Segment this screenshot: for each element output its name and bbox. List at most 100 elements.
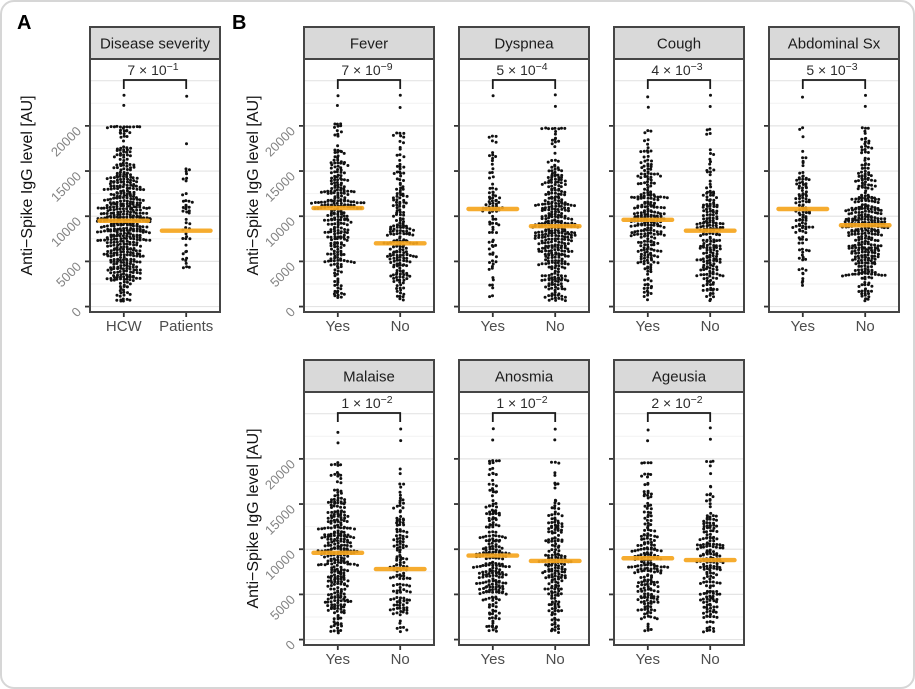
plot-background xyxy=(769,59,899,312)
p-value-label: 7 × 10−1 xyxy=(127,61,178,78)
median-line-yes xyxy=(311,205,365,211)
y-tick-label: 15000 xyxy=(48,169,84,205)
x-category-label: No xyxy=(701,651,720,668)
plot-background xyxy=(459,392,589,645)
x-category-label: No xyxy=(391,318,410,335)
panel-a-label: A xyxy=(17,12,32,34)
x-category-label: No xyxy=(391,651,410,668)
y-tick-label: 0 xyxy=(68,304,84,320)
beeswarm-points-patients xyxy=(181,94,194,270)
median-line-no xyxy=(838,223,892,228)
median-line-no xyxy=(528,558,582,564)
plot-background xyxy=(304,392,434,645)
x-category-label: No xyxy=(856,318,875,335)
significance-bracket xyxy=(491,412,557,422)
plot-frame xyxy=(613,391,745,646)
y-tick-label: 5000 xyxy=(267,592,298,623)
significance-bracket xyxy=(336,412,402,422)
p-value-label: 4 × 10−3 xyxy=(651,61,702,78)
x-category-label: Yes xyxy=(481,318,505,335)
panel-fever: Yes No 7 × 10−9 0 5000 10000 15000 20000Anti−Sp… xyxy=(245,26,435,335)
p-value-label: 2 × 10−2 xyxy=(651,394,702,411)
x-category-label: Yes xyxy=(326,651,350,668)
p-value-label: 5 × 10−3 xyxy=(806,61,857,78)
panel-title: Ageusia xyxy=(652,369,707,386)
beeswarm-points-yes xyxy=(481,94,504,299)
x-category-label: No xyxy=(546,318,565,335)
y-tick-label: 0 xyxy=(282,304,298,320)
panel-header xyxy=(303,26,435,60)
y-tick-label: 10000 xyxy=(48,214,84,250)
p-value-label: 1 × 10−2 xyxy=(341,394,392,411)
x-category-label: Yes xyxy=(636,651,660,668)
significance-bracket xyxy=(801,79,867,89)
median-line-yes xyxy=(466,553,520,558)
panel-disease-severity: HCW Patients 7 × 10−1 0 5000 10000 15000 20000 A… xyxy=(19,26,221,335)
panel-header xyxy=(458,359,590,393)
panel-b-label: B xyxy=(232,12,247,34)
beeswarm-points-no xyxy=(695,93,725,303)
plot-background xyxy=(304,59,434,312)
median-line-no xyxy=(683,557,737,563)
panel-anosmia: Yes No 1 × 10−2 Anosmia xyxy=(454,359,590,668)
median-line-hcw xyxy=(97,218,151,223)
plot-background xyxy=(614,59,744,312)
panel-title: Abdominal Sx xyxy=(788,36,881,53)
x-category-label: Patients xyxy=(159,318,213,335)
y-tick-label: 5000 xyxy=(267,259,298,290)
panel-title: Malaise xyxy=(343,369,395,386)
y-tick-label: 20000 xyxy=(262,456,298,492)
significance-bracket xyxy=(336,79,402,89)
plot-background xyxy=(90,59,220,312)
panel-ageusia: Yes No 2 × 10−2 Ageusia xyxy=(609,359,745,668)
median-line-yes xyxy=(621,556,675,561)
y-tick-label: 20000 xyxy=(262,123,298,159)
x-category-label: Yes xyxy=(481,651,505,668)
y-axis-title: Anti−Spike IgG level [AU] xyxy=(245,428,262,608)
y-axis-title: Anti−Spike IgG level [AU] xyxy=(245,95,262,275)
median-line-no xyxy=(683,228,737,233)
median-line-yes xyxy=(776,206,830,212)
y-tick-label: 15000 xyxy=(262,169,298,205)
median-line-yes xyxy=(621,217,675,223)
beeswarm-points-no xyxy=(388,427,412,634)
panel-title: Disease severity xyxy=(100,36,211,53)
median-line-yes xyxy=(311,550,365,556)
median-line-no xyxy=(373,566,427,572)
y-tick-label: 5000 xyxy=(53,259,84,290)
p-value-label: 5 × 10−4 xyxy=(496,61,547,78)
plot-frame xyxy=(89,58,221,313)
panel-header xyxy=(89,26,221,60)
x-category-label: No xyxy=(546,651,565,668)
significance-bracket xyxy=(646,412,712,422)
plot-frame xyxy=(303,391,435,646)
y-tick-label: 10000 xyxy=(262,214,298,250)
beeswarm-points-no xyxy=(531,93,580,303)
panel-title: Anosmia xyxy=(495,369,554,386)
p-value-label: 7 × 10−9 xyxy=(341,61,392,78)
panel-title: Cough xyxy=(657,36,701,53)
plot-background xyxy=(614,392,744,645)
panel-header xyxy=(303,359,435,393)
panel-title: Dyspnea xyxy=(494,36,554,53)
beeswarm-points-no xyxy=(382,93,419,302)
y-tick-label: 15000 xyxy=(262,502,298,538)
plot-frame xyxy=(458,391,590,646)
median-line-yes xyxy=(466,206,520,212)
panel-abdominal-sx: Yes No 5 × 10−3 Abdominal Sx xyxy=(764,26,900,335)
beeswarm-points-yes xyxy=(310,94,366,299)
significance-bracket xyxy=(491,79,557,89)
significance-bracket xyxy=(122,79,188,89)
panel-header xyxy=(458,26,590,60)
panel-title: Fever xyxy=(350,36,388,53)
x-category-label: Yes xyxy=(791,318,815,335)
panel-header xyxy=(613,359,745,393)
y-axis-title: Anti−Spike IgG level [AU] xyxy=(19,95,36,275)
p-value-label: 1 × 10−2 xyxy=(496,394,547,411)
beeswarm-points-yes xyxy=(627,428,670,633)
plot-background xyxy=(459,59,589,312)
y-tick-label: 0 xyxy=(282,637,298,653)
median-line-no xyxy=(528,223,582,229)
